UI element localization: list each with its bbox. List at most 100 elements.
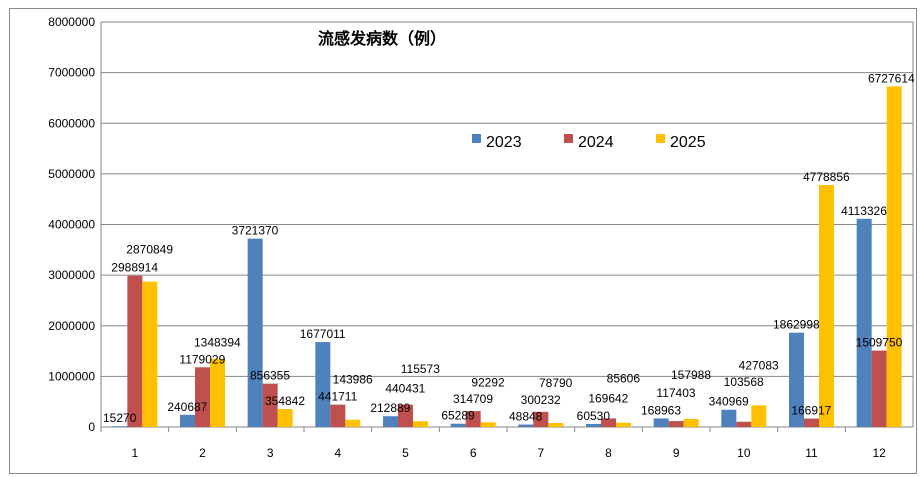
legend-label: 2024	[578, 134, 614, 151]
x-tick-label: 11	[805, 446, 818, 460]
bar-2025-7	[548, 423, 564, 427]
data-label: 168963	[641, 403, 681, 417]
bar-2024-3	[262, 383, 278, 427]
data-label: 1862998	[773, 318, 820, 332]
data-label: 60530	[577, 409, 611, 423]
chart-title: 流感发病数（例）	[318, 29, 446, 48]
bar-2025-8	[616, 422, 631, 427]
data-label: 117403	[656, 386, 695, 400]
bar-2025-12	[886, 86, 902, 427]
data-label: 354842	[265, 394, 305, 408]
y-tick-label: 0	[88, 420, 95, 434]
bar-2025-5	[413, 421, 428, 427]
bar-2023-5	[383, 416, 398, 427]
bar-2023-6	[450, 423, 466, 427]
legend-swatch-2023	[472, 134, 481, 143]
data-label: 92292	[471, 375, 505, 389]
legend-swatch-2025	[656, 134, 665, 143]
x-tick-label: 7	[537, 446, 544, 460]
bar-2023-12	[856, 218, 872, 427]
y-tick-label: 6000000	[48, 116, 95, 130]
bar-2024-11	[804, 418, 819, 427]
data-label: 441711	[318, 390, 357, 404]
bar-2024-4	[330, 404, 346, 427]
data-label: 15270	[103, 411, 137, 425]
bar-2024-5	[398, 404, 413, 427]
data-label: 440431	[385, 382, 425, 396]
bar-2025-4	[345, 419, 361, 427]
x-tick-label: 9	[673, 446, 680, 460]
data-label: 115573	[401, 362, 440, 376]
data-label: 240687	[167, 400, 207, 414]
data-label: 2870849	[126, 243, 173, 257]
bar-2024-12	[871, 350, 887, 427]
data-label: 212889	[370, 401, 410, 415]
bar-2025-1	[142, 281, 158, 427]
bar-2023-9	[653, 418, 669, 427]
bar-2025-3	[277, 409, 293, 427]
chart-frame	[9, 8, 917, 474]
data-label: 1677011	[300, 327, 346, 341]
data-label: 427083	[739, 358, 779, 372]
bar-2024-8	[601, 418, 616, 427]
bar-2023-2	[180, 414, 195, 427]
data-label: 85606	[607, 372, 641, 386]
bar-2023-1	[112, 426, 128, 427]
data-label: 856355	[250, 369, 290, 383]
bar-2025-2	[210, 358, 225, 427]
y-tick-label: 4000000	[48, 218, 95, 232]
x-tick-label: 8	[605, 446, 612, 460]
bar-2023-7	[518, 424, 534, 427]
data-label: 166917	[791, 404, 831, 418]
data-label: 1179029	[179, 352, 225, 366]
data-label: 143986	[333, 373, 373, 387]
bar-2025-6	[480, 422, 496, 427]
x-tick-label: 3	[267, 446, 274, 460]
data-label: 300232	[521, 393, 561, 407]
x-tick-label: 12	[872, 446, 886, 460]
data-label: 1348394	[194, 336, 241, 350]
bar-2024-6	[465, 411, 481, 427]
data-label: 6727614	[868, 71, 915, 85]
data-label: 340969	[709, 395, 749, 409]
data-label: 65289	[441, 409, 475, 423]
y-tick-label: 1000000	[48, 369, 95, 383]
bar-2023-4	[315, 342, 331, 427]
data-label: 4113326	[841, 204, 887, 218]
data-label: 2988914	[111, 261, 158, 275]
y-tick-label: 5000000	[48, 167, 95, 181]
bar-2025-9	[683, 419, 699, 427]
bar-2025-11	[819, 185, 834, 427]
data-label: 169642	[588, 391, 628, 405]
bar-2024-9	[668, 421, 684, 427]
bar-2024-7	[533, 411, 549, 427]
bar-2024-1	[127, 275, 143, 427]
data-label: 4778856	[803, 170, 850, 184]
bar-2023-3	[247, 238, 263, 427]
legend-swatch-2024	[564, 134, 573, 143]
data-label: 157988	[671, 368, 711, 382]
bar-2025-10	[751, 405, 767, 427]
bar-2024-2	[195, 367, 210, 427]
x-tick-label: 6	[470, 446, 477, 460]
data-label: 78790	[539, 376, 573, 390]
bar-2023-8	[586, 423, 601, 427]
data-label: 3721370	[232, 224, 279, 238]
x-tick-label: 10	[737, 446, 751, 460]
y-tick-label: 8000000	[48, 15, 95, 29]
bar-2023-10	[721, 409, 737, 427]
y-tick-label: 3000000	[48, 268, 95, 282]
x-tick-label: 5	[402, 446, 409, 460]
data-label: 103568	[724, 375, 764, 389]
y-tick-label: 7000000	[48, 66, 95, 80]
bar-2024-10	[736, 421, 752, 427]
data-label: 314709	[453, 392, 493, 406]
data-label: 48848	[509, 410, 543, 424]
x-tick-label: 2	[199, 446, 206, 460]
legend-label: 2025	[670, 134, 706, 151]
y-tick-label: 2000000	[48, 319, 95, 333]
x-tick-label: 1	[131, 446, 138, 460]
x-tick-label: 4	[334, 446, 341, 460]
